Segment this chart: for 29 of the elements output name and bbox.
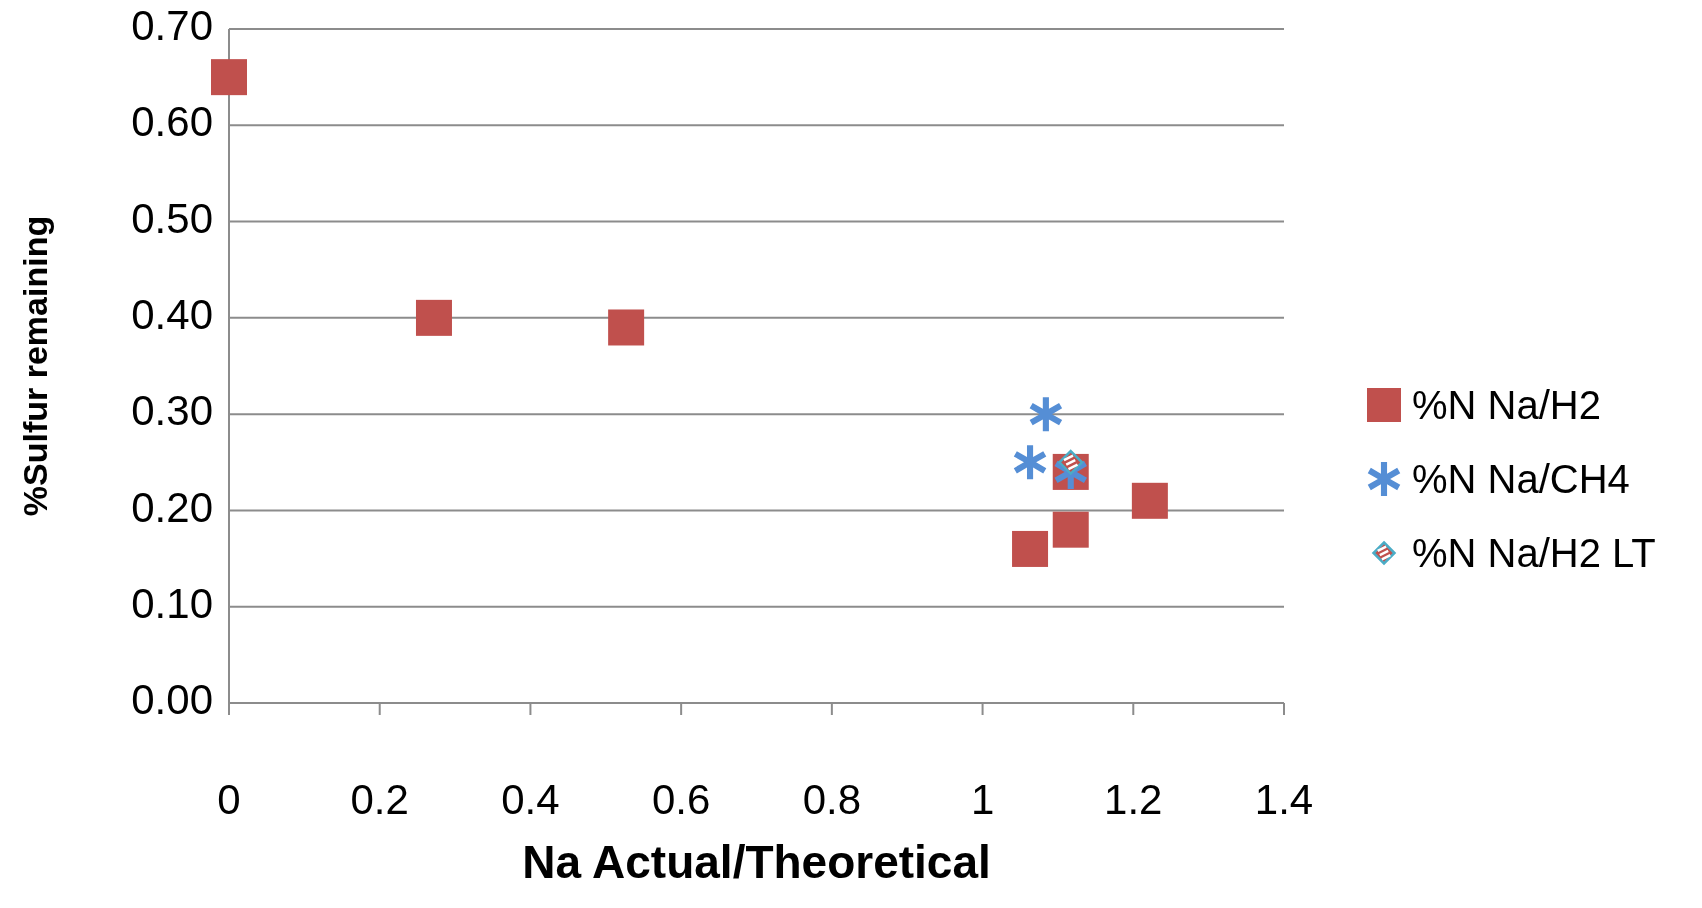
y-tick-label: 0.00 xyxy=(131,676,213,724)
legend-label: %N Na/H2 xyxy=(1412,382,1601,428)
x-tick-label: 0.8 xyxy=(802,776,862,824)
point xyxy=(608,309,645,346)
point xyxy=(1052,511,1089,548)
x-tick-label: 1.2 xyxy=(1104,776,1163,824)
x-tick-label: 0.4 xyxy=(501,776,560,824)
point xyxy=(1012,530,1049,567)
y-tick-label: 0.40 xyxy=(131,290,213,338)
point xyxy=(211,59,247,96)
x-tick-label: 0.6 xyxy=(651,776,711,824)
y-tick-label: 0.10 xyxy=(131,579,213,627)
point xyxy=(1013,445,1047,480)
y-tick-label: 0.30 xyxy=(131,387,213,435)
x-tick-label: 0.2 xyxy=(350,776,409,824)
point xyxy=(1131,482,1168,519)
y-tick-label: 0.50 xyxy=(131,194,213,242)
y-tick-label: 0.70 xyxy=(131,2,213,50)
y-tick-label: 0.20 xyxy=(131,483,213,531)
point xyxy=(1029,397,1063,432)
legend-label: %N Na/CH4 xyxy=(1412,456,1630,502)
x-tick-label: 1 xyxy=(970,776,995,824)
x-tick-label: 1.4 xyxy=(1254,776,1314,824)
x-axis-title: Na Actual/Theoretical xyxy=(522,836,991,888)
y-axis-title: %Sulfur remaining xyxy=(15,215,54,517)
y-tick-label: 0.60 xyxy=(131,98,213,146)
legend-label: %N Na/H2 LT xyxy=(1412,530,1656,576)
point xyxy=(415,299,452,336)
x-tick-label: 0 xyxy=(217,776,241,824)
